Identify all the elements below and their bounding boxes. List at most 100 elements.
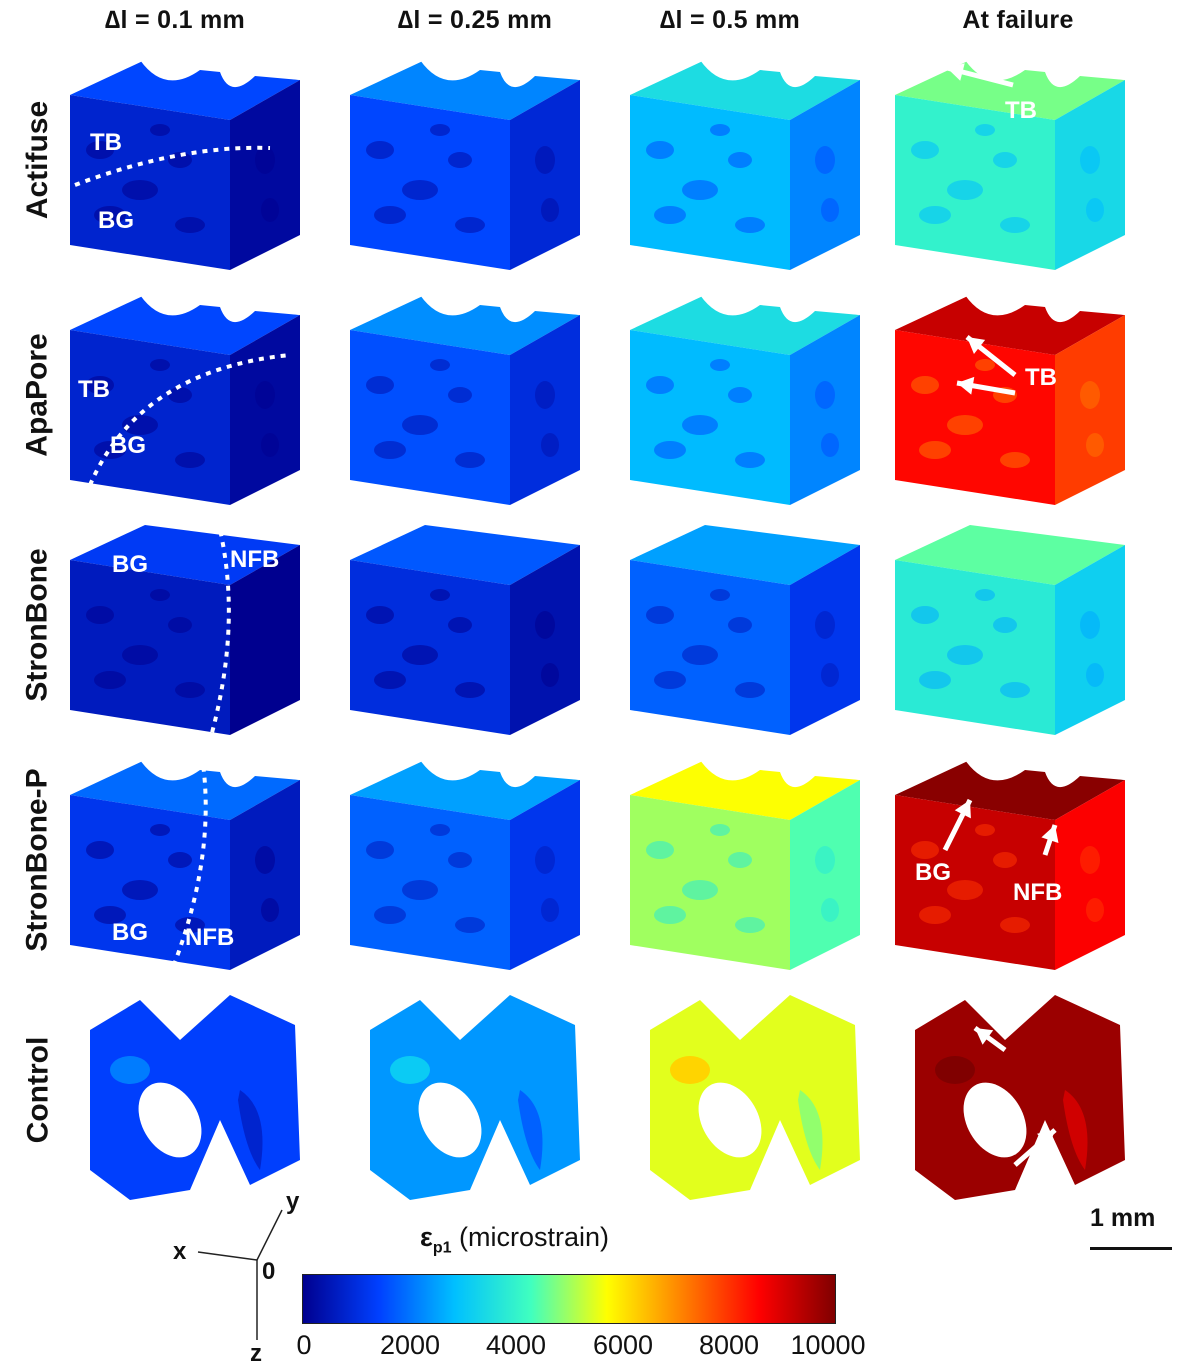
pore-shadow (728, 152, 752, 168)
interface-line (168, 744, 208, 976)
pore-shadow (710, 589, 730, 601)
panel-figure (350, 740, 580, 970)
pore-shadow (1000, 452, 1030, 468)
pore-shadow (261, 433, 279, 457)
trabecular-node (670, 1056, 710, 1084)
panel-annotation: BG (98, 207, 134, 234)
pore-shadow (1080, 381, 1100, 409)
panel-figure (630, 275, 860, 505)
pore-shadow (541, 198, 559, 222)
pore-shadow (168, 852, 192, 868)
pore-shadow (815, 846, 835, 874)
cube-edge-cutout (140, 740, 300, 788)
pore-shadow (735, 217, 765, 233)
scale-bar-label: 1 mm (1090, 1204, 1156, 1232)
pore-shadow (975, 589, 995, 601)
pore-shadow (430, 589, 450, 601)
cube-edge-cutout (140, 40, 300, 88)
strain-panel: BG NFB (70, 740, 320, 980)
pore-shadow (168, 617, 192, 633)
cube-side-face (790, 545, 860, 735)
pore-shadow (947, 880, 983, 900)
colorbar-tick: 2000 (379, 1330, 441, 1360)
pore-shadow (728, 852, 752, 868)
cube-edge-cutout (965, 275, 1125, 323)
pore-shadow (541, 433, 559, 457)
strain-panel (895, 970, 1145, 1210)
pore-shadow (402, 880, 438, 900)
cube-side-face (1055, 80, 1125, 270)
pore-shadow (455, 682, 485, 698)
cube-top-face (70, 525, 300, 585)
pore-shadow (919, 906, 951, 924)
pore-shadow (430, 824, 450, 836)
pore-shadow (535, 146, 555, 174)
annotation-arrowhead (957, 376, 975, 395)
axis-label-z: z (250, 1340, 262, 1367)
pore-shadow (448, 617, 472, 633)
cube-side-face (230, 545, 300, 735)
pore-shadow (646, 376, 674, 394)
pore-shadow (150, 359, 170, 371)
colorbar-tick: 10000 (790, 1330, 866, 1360)
pore-shadow (646, 606, 674, 624)
pore-shadow (86, 606, 114, 624)
pore-shadow (821, 433, 839, 457)
pore-shadow (168, 152, 192, 168)
pore-shadow (1080, 146, 1100, 174)
pore-shadow (261, 663, 279, 687)
cube-side-face (510, 315, 580, 505)
panel-figure: BG NFB (70, 509, 300, 741)
axis-triad (197, 1209, 283, 1340)
strain-panel: BG NFB (895, 740, 1145, 980)
row-label-stronbone-p: StronBone-P (21, 768, 55, 952)
x-axis-line (197, 1251, 258, 1261)
cube-side-face (790, 780, 860, 970)
pore-shadow (911, 376, 939, 394)
trabecular-hole (698, 1082, 762, 1158)
pore-shadow (374, 906, 406, 924)
panel-figure (350, 275, 580, 505)
pore-shadow (255, 381, 275, 409)
cube-side-face (510, 780, 580, 970)
trabecular-node (110, 1056, 150, 1084)
pore-shadow (654, 906, 686, 924)
pore-shadow (993, 617, 1017, 633)
strain-panel (630, 970, 880, 1210)
axis-label-x: x (173, 1238, 187, 1265)
trabecular-node (935, 1056, 975, 1084)
cube-top-face (895, 525, 1125, 585)
cube-side-face (790, 315, 860, 505)
panel-annotation: TB (1005, 97, 1037, 124)
scale-bar (1090, 1247, 1172, 1250)
pore-shadow (430, 124, 450, 136)
pore-shadow (919, 671, 951, 689)
strain-panel: TB BG (70, 40, 320, 280)
panel-annotation: TB (90, 129, 122, 156)
pore-shadow (993, 152, 1017, 168)
trabecular-hole (418, 1082, 482, 1158)
panel-annotation: BG (112, 919, 148, 946)
pore-shadow (402, 180, 438, 200)
cube-side-face (510, 80, 580, 270)
strain-panel (630, 740, 880, 980)
colorbar-tick: 4000 (485, 1330, 547, 1360)
strain-panel (350, 970, 600, 1210)
trabecular-node (390, 1056, 430, 1084)
cube-edge-cutout (700, 275, 860, 323)
pore-shadow (682, 880, 718, 900)
strain-panel: BG NFB (70, 505, 320, 745)
y-axis-line (256, 1209, 283, 1261)
pore-shadow (455, 217, 485, 233)
pore-shadow (122, 880, 158, 900)
annotation-arrowhead (975, 1028, 994, 1045)
pore-shadow (975, 359, 995, 371)
strain-panel (350, 275, 600, 515)
trabecular-hole (138, 1082, 202, 1158)
pore-shadow (94, 906, 126, 924)
pore-shadow (122, 180, 158, 200)
pore-shadow (175, 917, 205, 933)
pore-shadow (710, 124, 730, 136)
strain-panel (630, 40, 880, 280)
pore-shadow (1000, 682, 1030, 698)
